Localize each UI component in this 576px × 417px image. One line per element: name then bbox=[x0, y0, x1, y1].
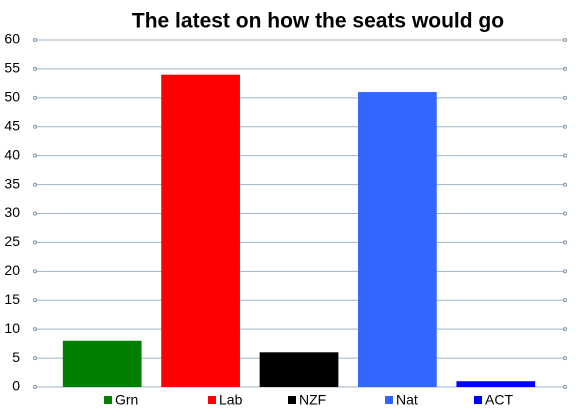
y-tick-label: 45 bbox=[4, 117, 20, 133]
grid-marker bbox=[33, 269, 37, 274]
bar bbox=[259, 352, 339, 387]
grid-marker bbox=[563, 66, 567, 71]
legend-label: Nat bbox=[396, 392, 418, 408]
legend-swatch bbox=[474, 396, 482, 404]
legend-swatch bbox=[385, 396, 393, 404]
bar bbox=[161, 74, 240, 387]
grid-marker bbox=[563, 356, 567, 361]
grid-marker bbox=[33, 66, 37, 71]
y-tick-label: 5 bbox=[12, 349, 20, 365]
grid-marker bbox=[33, 240, 37, 245]
legend-label: Grn bbox=[115, 392, 138, 408]
y-tick-label: 40 bbox=[4, 146, 20, 162]
grid-marker bbox=[563, 385, 567, 389]
grid-marker bbox=[33, 124, 37, 129]
y-tick-label: 35 bbox=[4, 175, 20, 191]
y-tick-label: 30 bbox=[4, 204, 20, 220]
legend-swatch bbox=[288, 396, 296, 404]
grid-marker bbox=[563, 182, 567, 187]
grid-marker bbox=[33, 182, 37, 187]
grid-marker bbox=[563, 124, 567, 129]
grid-marker bbox=[33, 153, 37, 158]
grid-marker bbox=[33, 95, 37, 100]
y-tick-label: 60 bbox=[4, 31, 20, 47]
legend-label: NZF bbox=[299, 392, 326, 408]
grid-marker bbox=[33, 211, 37, 216]
chart-title: The latest on how the seats would go bbox=[132, 10, 504, 33]
grid-marker bbox=[563, 95, 567, 100]
legend-label: ACT bbox=[485, 392, 513, 408]
y-tick-label: 20 bbox=[4, 262, 20, 278]
grid-marker bbox=[33, 298, 37, 303]
grid-marker bbox=[563, 38, 567, 42]
y-tick-label: 25 bbox=[4, 233, 20, 249]
legend-label: Lab bbox=[219, 392, 243, 408]
y-tick-label: 55 bbox=[4, 60, 20, 76]
grid-marker bbox=[563, 211, 567, 216]
grid-marker bbox=[33, 385, 37, 389]
bar bbox=[358, 92, 437, 388]
grid-marker bbox=[563, 298, 567, 303]
y-tick-label: 50 bbox=[4, 89, 20, 105]
grid-marker bbox=[33, 38, 37, 42]
bar bbox=[456, 381, 536, 387]
bar bbox=[62, 340, 142, 387]
grid-marker bbox=[563, 269, 567, 274]
y-tick-label: 0 bbox=[12, 378, 20, 394]
legend-swatch bbox=[104, 396, 112, 404]
y-tick-label: 10 bbox=[4, 320, 20, 336]
grid-marker bbox=[563, 153, 567, 158]
legend-swatch bbox=[208, 396, 216, 404]
grid-marker bbox=[563, 240, 567, 245]
grid-marker bbox=[33, 356, 37, 361]
y-tick-label: 15 bbox=[4, 291, 20, 307]
grid-marker bbox=[563, 327, 567, 332]
grid-marker bbox=[33, 327, 37, 332]
